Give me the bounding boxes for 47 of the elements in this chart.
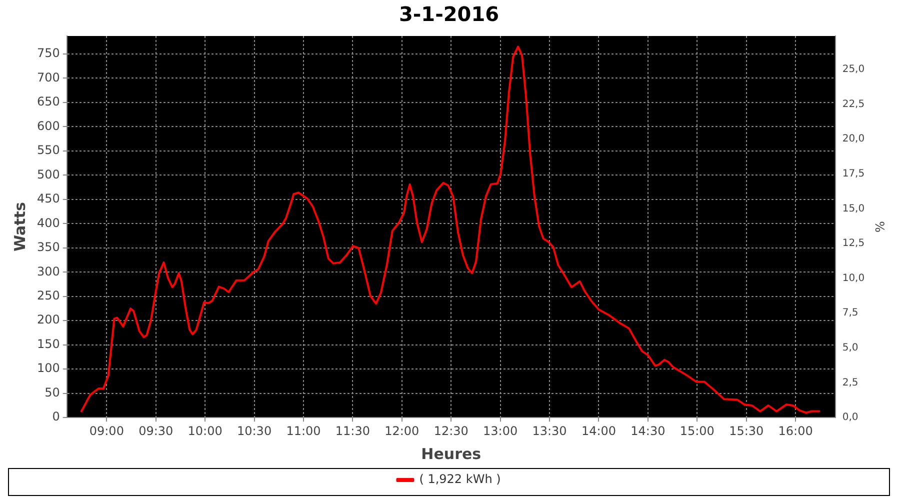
x-tick-label: 12:00	[384, 424, 420, 438]
y-tick-label: 150	[37, 336, 60, 351]
x-tick-label: 14:00	[581, 424, 616, 438]
y2-tick-label: 20,0	[842, 134, 865, 145]
y2-tick-label: 22,5	[842, 98, 865, 110]
y-tick-label: 350	[37, 240, 60, 254]
y2-tick-label: 12,5	[842, 238, 865, 250]
x-tick-label: 15:30	[729, 424, 764, 438]
y-tick-label: 250	[37, 288, 60, 303]
x-tick-label: 09:00	[89, 424, 124, 438]
y2-tick-label: 17,5	[842, 168, 865, 180]
y2-tick-label: 15,0	[842, 203, 865, 214]
y-tick-label: 650	[37, 94, 60, 109]
y-tick-label: 300	[37, 264, 60, 278]
y2-axis-title: %	[872, 221, 887, 233]
y-tick-label: 600	[37, 118, 60, 133]
y-tick-label: 50	[44, 385, 60, 400]
x-axis-title: Heures	[421, 444, 482, 463]
x-tick-label: 11:30	[335, 424, 370, 438]
y-axis-title: Watts	[10, 202, 29, 252]
y2-tick-label: 7,5	[842, 308, 858, 319]
y-tick-label: 700	[37, 70, 60, 84]
x-tick-label: 15:00	[680, 424, 714, 438]
y-tick-label: 200	[37, 312, 60, 327]
y2-tick-label: 2,5	[842, 377, 858, 388]
x-tick-label: 12:30	[434, 424, 468, 438]
y-tick-label: 450	[37, 192, 60, 206]
y-tick-label: 750	[37, 46, 60, 60]
x-tick-label: 14:30	[630, 424, 666, 438]
y2-tick-label: 25,0	[842, 64, 865, 76]
chart-title: 3-1-2016	[398, 2, 500, 26]
x-tick-label: 09:30	[138, 424, 174, 438]
x-tick-label: 11:00	[286, 424, 321, 438]
y-tick-label: 100	[37, 361, 60, 376]
x-tick-label: 10:00	[188, 424, 222, 438]
legend-label: ( 1,922 kWh )	[419, 472, 501, 486]
y2-tick-label: 5,0	[842, 342, 858, 354]
y2-tick-label: 10,0	[842, 272, 865, 284]
x-tick-label: 13:30	[532, 424, 567, 438]
y-tick-label: 550	[37, 143, 60, 158]
y-tick-label: 500	[37, 167, 60, 182]
y-tick-label: 0	[52, 410, 60, 424]
x-tick-label: 10:30	[236, 424, 272, 438]
x-tick-label: 16:00	[778, 424, 813, 438]
y2-tick-label: 0,0	[842, 412, 858, 424]
y-tick-label: 400	[37, 216, 60, 230]
x-tick-label: 13:00	[483, 424, 518, 438]
